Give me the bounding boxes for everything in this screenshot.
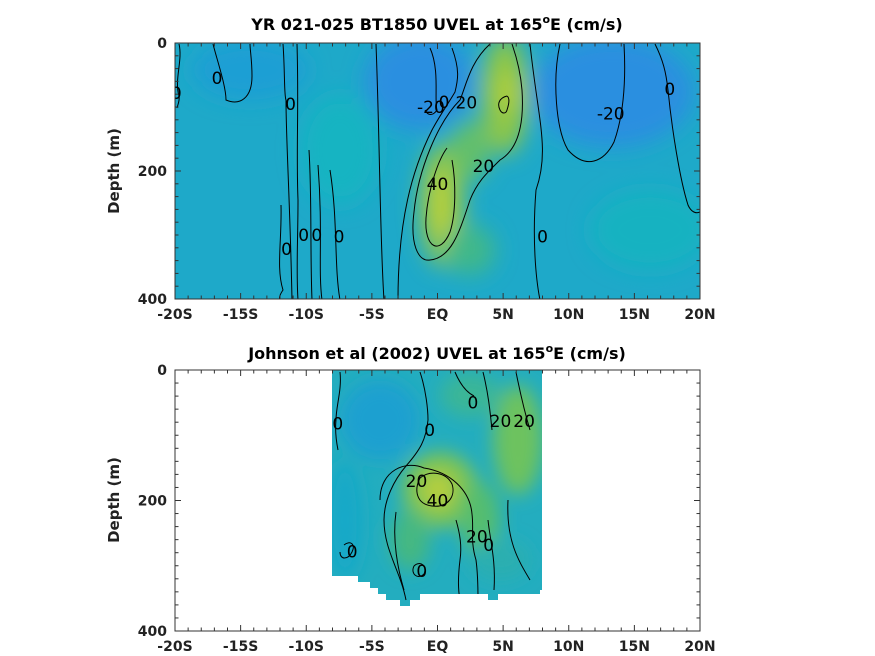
x-tick-label: EQ (427, 307, 449, 323)
x-tick-label: -15S (223, 639, 258, 655)
contour-label: 0 (298, 226, 309, 246)
x-tick-label: 5N (492, 639, 513, 655)
contour-label: -20 (417, 98, 445, 118)
contour-label: 0 (285, 95, 296, 115)
x-tick-label: 20N (684, 639, 715, 655)
x-tick-label: -5S (359, 307, 385, 323)
contour-label: 0 (483, 536, 494, 556)
contour-label: 20 (466, 527, 488, 547)
x-tick-label: 10N (553, 639, 584, 655)
x-tick-label: 15N (619, 307, 650, 323)
contour-label: 0 (664, 80, 675, 100)
contour-label: 0 (212, 69, 223, 89)
top-y-label: Depth (m) (105, 128, 123, 214)
contour-label: 0 (537, 227, 548, 247)
bottom-panel: Johnson et al (2002) UVEL at 165oE (cm/s… (105, 342, 716, 655)
bottom-title: Johnson et al (2002) UVEL at 165oE (cm/s… (247, 342, 626, 363)
top-panel: YR 021-025 BT1850 UVEL at 165oE (cm/s) (105, 13, 716, 323)
x-tick-label: EQ (427, 639, 449, 655)
contour-label: 20 (406, 472, 428, 492)
contour-label: 0 (416, 562, 427, 582)
contour-label: 0 (334, 227, 345, 247)
contour-label: 20 (490, 412, 512, 432)
y-tick-label: 0 (157, 363, 167, 379)
contour-label: 0 (424, 421, 435, 441)
bottom-y-label: Depth (m) (105, 457, 123, 543)
top-title: YR 021-025 BT1850 UVEL at 165oE (cm/s) (250, 13, 622, 34)
y-tick-label: 200 (138, 494, 167, 510)
y-tick-label: 400 (138, 292, 167, 308)
bottom-contours (335, 371, 531, 601)
x-tick-label: 20N (684, 307, 715, 323)
x-tick-label: -20S (157, 307, 192, 323)
x-tick-label: -15S (223, 307, 258, 323)
contour-label: 0 (347, 542, 358, 562)
contour-label: 0 (332, 415, 343, 435)
bottom-x-axis: -20S -15S -10S -5S EQ 5N 10N 15N 20N (157, 370, 716, 655)
y-tick-label: 400 (138, 624, 167, 640)
contour-label: 0 (311, 226, 322, 246)
y-tick-label: 0 (157, 36, 167, 52)
x-tick-label: 5N (492, 307, 513, 323)
contour-label: 20 (473, 157, 495, 177)
contour-label: 40 (427, 175, 449, 195)
x-tick-label: -20S (157, 639, 192, 655)
contour-label: 20 (513, 412, 535, 432)
contour-label: 0 (439, 93, 450, 113)
contour-label: 40 (427, 492, 449, 512)
x-tick-label: -5S (359, 639, 385, 655)
y-tick-label: 200 (138, 164, 167, 180)
top-x-axis: -20S -15S -10S -5S EQ 5N 10N 15N 20N (157, 43, 716, 323)
x-tick-label: -10S (289, 639, 324, 655)
x-tick-label: 10N (553, 307, 584, 323)
x-tick-label: -10S (289, 307, 324, 323)
contour-label: 20 (456, 94, 478, 114)
x-tick-label: 15N (619, 639, 650, 655)
contour-label: 0 (281, 240, 292, 260)
contour-label: 0 (468, 394, 479, 414)
contour-label: -20 (597, 104, 625, 124)
top-contours (176, 43, 700, 299)
